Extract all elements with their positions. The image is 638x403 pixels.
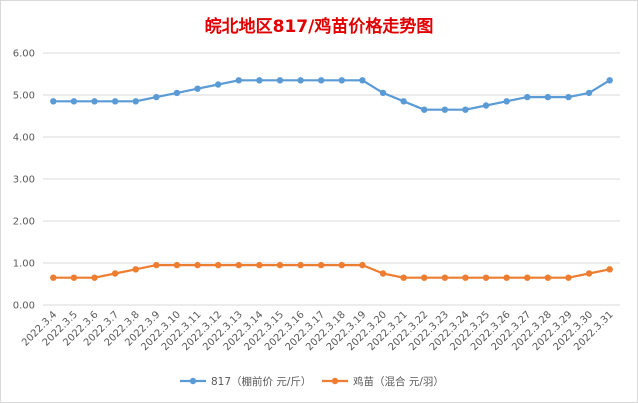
data-point [503, 274, 510, 281]
data-point [585, 89, 593, 97]
data-point [524, 93, 531, 101]
legend-label: 817（棚前价 元/斤） [211, 375, 311, 388]
data-point [111, 98, 119, 105]
data-point [585, 270, 593, 277]
data-point [317, 77, 325, 84]
data-point [421, 106, 428, 113]
chart-title: 皖北地区817/鸡苗价格走势图 [204, 17, 434, 37]
data-point [565, 93, 572, 101]
y-tick-label: 6.00 [13, 49, 35, 60]
y-tick-label: 3.00 [13, 175, 35, 186]
data-point [606, 77, 613, 84]
data-point [132, 98, 139, 105]
legend: 817（棚前价 元/斤） 鸡苗（混合 元/羽） [180, 375, 444, 388]
data-point [173, 89, 181, 97]
data-point [400, 98, 407, 105]
data-point [503, 98, 510, 105]
y-tick-label: 4.00 [13, 133, 35, 144]
data-point [70, 274, 78, 281]
series-line-0 [53, 79, 611, 111]
data-point [379, 89, 387, 97]
y-tick-label: 5.00 [13, 91, 35, 102]
data-point [565, 274, 572, 281]
legend-label: 鸡苗（混合 元/羽） [353, 375, 444, 388]
data-point [173, 261, 181, 269]
data-point [338, 261, 346, 269]
data-point [132, 266, 139, 273]
data-point [194, 261, 201, 269]
data-point [111, 270, 119, 277]
y-axis-ticks: 0.00 1.00 2.00 3.00 4.00 5.00 6.00 [13, 49, 35, 312]
data-point [256, 77, 263, 84]
data-point [214, 81, 222, 88]
data-point [524, 274, 531, 281]
x-axis-ticks: 2022.3.42022.3.52022.3.62022.3.72022.3.8… [20, 309, 616, 353]
data-point [400, 274, 407, 281]
data-point [317, 261, 325, 269]
y-tick-label: 2.00 [13, 217, 35, 228]
data-point [50, 98, 57, 105]
data-point [256, 261, 263, 269]
data-point [50, 274, 57, 281]
data-point [194, 85, 201, 92]
data-point [544, 93, 552, 101]
series-layer [50, 77, 613, 281]
data-point [70, 98, 78, 105]
data-point [359, 77, 366, 84]
data-point [441, 106, 449, 113]
data-point [338, 77, 346, 84]
data-point [482, 102, 490, 109]
data-point [359, 261, 366, 269]
data-point [462, 106, 469, 113]
data-point [153, 93, 160, 101]
data-point [235, 261, 242, 269]
data-point [91, 274, 98, 281]
data-point [421, 274, 428, 281]
y-tick-label: 1.00 [13, 259, 35, 270]
data-point [544, 274, 552, 281]
data-point [276, 77, 284, 84]
legend-swatch-marker [189, 377, 197, 385]
data-point [276, 261, 284, 269]
data-point [235, 77, 242, 84]
data-point [91, 98, 98, 105]
y-tick-label: 0.00 [13, 301, 35, 312]
data-point [482, 274, 490, 281]
data-point [441, 274, 449, 281]
data-point [297, 261, 304, 269]
data-point [462, 274, 469, 281]
data-point [297, 77, 304, 84]
data-point [606, 266, 613, 273]
gridlines [43, 52, 620, 306]
series-line-1 [53, 264, 610, 279]
legend-swatch-marker [331, 377, 339, 385]
data-point [379, 270, 387, 277]
data-point [153, 261, 160, 269]
data-point [214, 261, 222, 269]
